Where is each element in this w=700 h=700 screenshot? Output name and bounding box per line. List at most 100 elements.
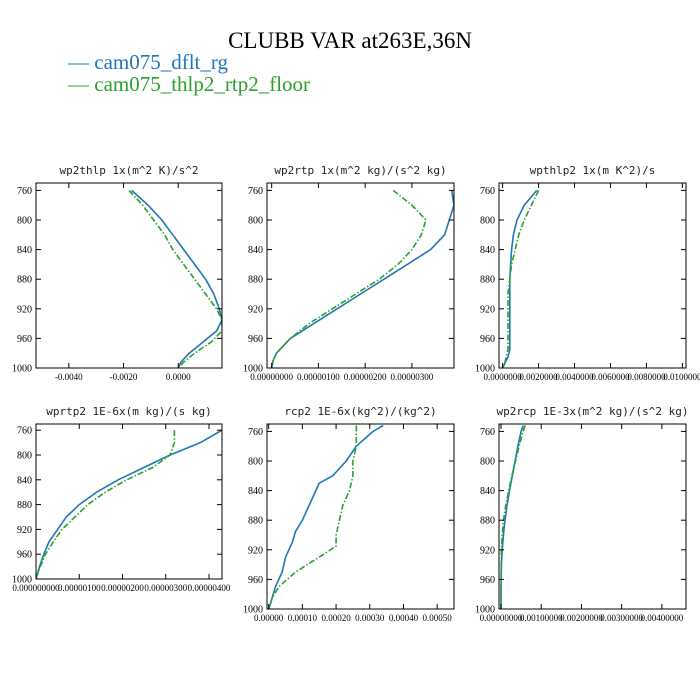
x-tick-label: -0.0040 <box>55 372 83 382</box>
y-tick-label: 920 <box>248 545 263 556</box>
y-tick-label: 800 <box>248 457 263 468</box>
series-line-1 <box>501 190 540 368</box>
y-tick-label: 760 <box>480 186 495 197</box>
x-tick-label: 0.00000300 <box>144 583 187 593</box>
x-tick-label: 0.00000100 <box>297 372 340 382</box>
y-tick-label: 880 <box>480 275 495 286</box>
series-line-0 <box>501 189 538 368</box>
x-tick-label: 0.00300000 <box>600 613 643 623</box>
y-tick-label: 1000 <box>12 575 32 586</box>
plot-frame <box>35 423 223 580</box>
y-tick-label: 760 <box>480 427 495 438</box>
panel-title: wp2rtp 1x(m^2 kg)/(s^2 kg) <box>274 164 446 177</box>
x-tick-label: 0.00000000 <box>250 372 293 382</box>
plot-frame <box>266 423 455 610</box>
y-tick-label: 960 <box>17 334 32 345</box>
panel-title: wprtp2 1E-6x(m kg)/(s kg) <box>46 405 212 418</box>
y-tick-label: 1000 <box>475 605 495 616</box>
x-tick-label: 0.00000200 <box>344 372 387 382</box>
series-line-1 <box>500 425 526 609</box>
y-tick-label: 880 <box>17 275 32 286</box>
figure-title: CLUBB VAR at263E,36N <box>228 28 472 53</box>
series-line-0 <box>270 190 454 368</box>
y-tick-label: 1000 <box>243 605 263 616</box>
x-tick-label: 0.0020000 <box>519 372 558 382</box>
y-tick-label: 920 <box>17 525 32 536</box>
panel-1: wp2rtp 1x(m^2 kg)/(s^2 kg) 760 800 840 880 92… <box>243 164 455 382</box>
x-tick-label: 0.00100000 <box>520 613 563 623</box>
y-tick-label: 840 <box>248 486 263 497</box>
x-tick-label: 0.00010 <box>288 613 318 623</box>
series-line-1 <box>270 189 427 368</box>
x-tick-label: 0.00000 <box>254 613 284 623</box>
plot-frame <box>498 423 687 610</box>
x-tick-label: 0.00400000 <box>640 613 683 623</box>
series-line-1 <box>36 430 176 579</box>
x-tick-label: 0.00000300 <box>391 372 434 382</box>
legend-entry-cam075-dflt-rg: — cam075_dflt_rg <box>68 50 229 74</box>
x-tick-label: 0.0000 <box>166 372 191 382</box>
series-line-0 <box>36 429 222 579</box>
plot-frame <box>266 182 455 369</box>
y-tick-label: 1000 <box>475 364 495 375</box>
panel-title: wpthlp2 1x(m K^2)/s <box>530 164 656 177</box>
y-tick-label: 880 <box>248 275 263 286</box>
x-tick-label: 0.00050 <box>423 613 453 623</box>
panel-title: rcp2 1E-6x(kg^2)/(kg^2) <box>284 405 436 418</box>
panel-title: wp2thlp 1x(m^2 K)/s^2 <box>59 164 198 177</box>
y-tick-label: 920 <box>480 545 495 556</box>
plot-frame <box>35 182 223 369</box>
x-tick-label: 0.0100000 <box>663 372 700 382</box>
x-tick-label: 0.00000000 <box>480 613 523 623</box>
panel-4: rcp2 1E-6x(kg^2)/(kg^2) 760 800 840 880 920 96… <box>243 405 455 623</box>
plot-frame <box>498 182 687 369</box>
y-tick-label: 840 <box>480 486 495 497</box>
y-tick-label: 760 <box>17 426 32 437</box>
y-tick-label: 880 <box>17 500 32 511</box>
y-tick-label: 760 <box>17 186 32 197</box>
x-tick-label: 0.0000000 <box>483 372 522 382</box>
x-tick-label: 0.0080000 <box>627 372 666 382</box>
panel-5: wp2rcp 1E-3x(m^2 kg)/(s^2 kg)760 800 840 88… <box>475 405 689 623</box>
panel-3: wprtp2 1E-6x(m kg)/(s kg) 760 800 840 880 920… <box>12 405 231 593</box>
y-tick-label: 1000 <box>243 364 263 375</box>
y-tick-label: 960 <box>480 334 495 345</box>
y-tick-label: 800 <box>480 457 495 468</box>
y-tick-label: 760 <box>248 427 263 438</box>
y-tick-label: 920 <box>480 304 495 315</box>
x-tick-label: 0.00000100 <box>58 583 101 593</box>
y-tick-label: 800 <box>17 216 32 227</box>
x-tick-label: 0.0060000 <box>591 372 630 382</box>
series-line-0 <box>267 424 384 609</box>
x-tick-label: 0.0040000 <box>555 372 594 382</box>
y-tick-label: 840 <box>248 245 263 256</box>
panel-0: wp2thlp 1x(m^2 K)/s^2 760 800 840 880 920 960 1… <box>12 164 223 382</box>
y-tick-label: 840 <box>480 245 495 256</box>
y-tick-label: 840 <box>17 475 32 486</box>
x-tick-label: 0.00000400 <box>188 583 231 593</box>
y-tick-label: 960 <box>248 334 263 345</box>
y-tick-label: 840 <box>17 245 32 256</box>
y-tick-label: 960 <box>248 575 263 586</box>
x-tick-label: 0.00040 <box>389 613 419 623</box>
x-tick-label: 0.00030 <box>355 613 385 623</box>
y-tick-label: 880 <box>480 516 495 527</box>
y-tick-label: 800 <box>17 451 32 462</box>
panel-title: wp2rcp 1E-3x(m^2 kg)/(s^2 kg) <box>496 405 688 418</box>
x-tick-label: -0.0020 <box>110 372 138 382</box>
y-tick-label: 1000 <box>12 364 32 375</box>
y-tick-label: 760 <box>248 186 263 197</box>
y-tick-label: 920 <box>248 304 263 315</box>
x-tick-label: 0.000000000 <box>12 583 60 593</box>
y-tick-label: 800 <box>480 216 495 227</box>
x-tick-label: 0.00200000 <box>560 613 603 623</box>
x-tick-label: 0.00000200 <box>101 583 144 593</box>
y-tick-label: 800 <box>248 216 263 227</box>
panel-2: wpthlp2 1x(m K^2)/s 760 800 840 880 920 960 100… <box>475 164 700 382</box>
x-tick-label: 0.00020 <box>321 613 351 623</box>
y-tick-label: 960 <box>480 575 495 586</box>
series-line-1 <box>128 189 222 368</box>
series-line-0 <box>131 189 222 368</box>
y-tick-label: 960 <box>17 550 32 561</box>
